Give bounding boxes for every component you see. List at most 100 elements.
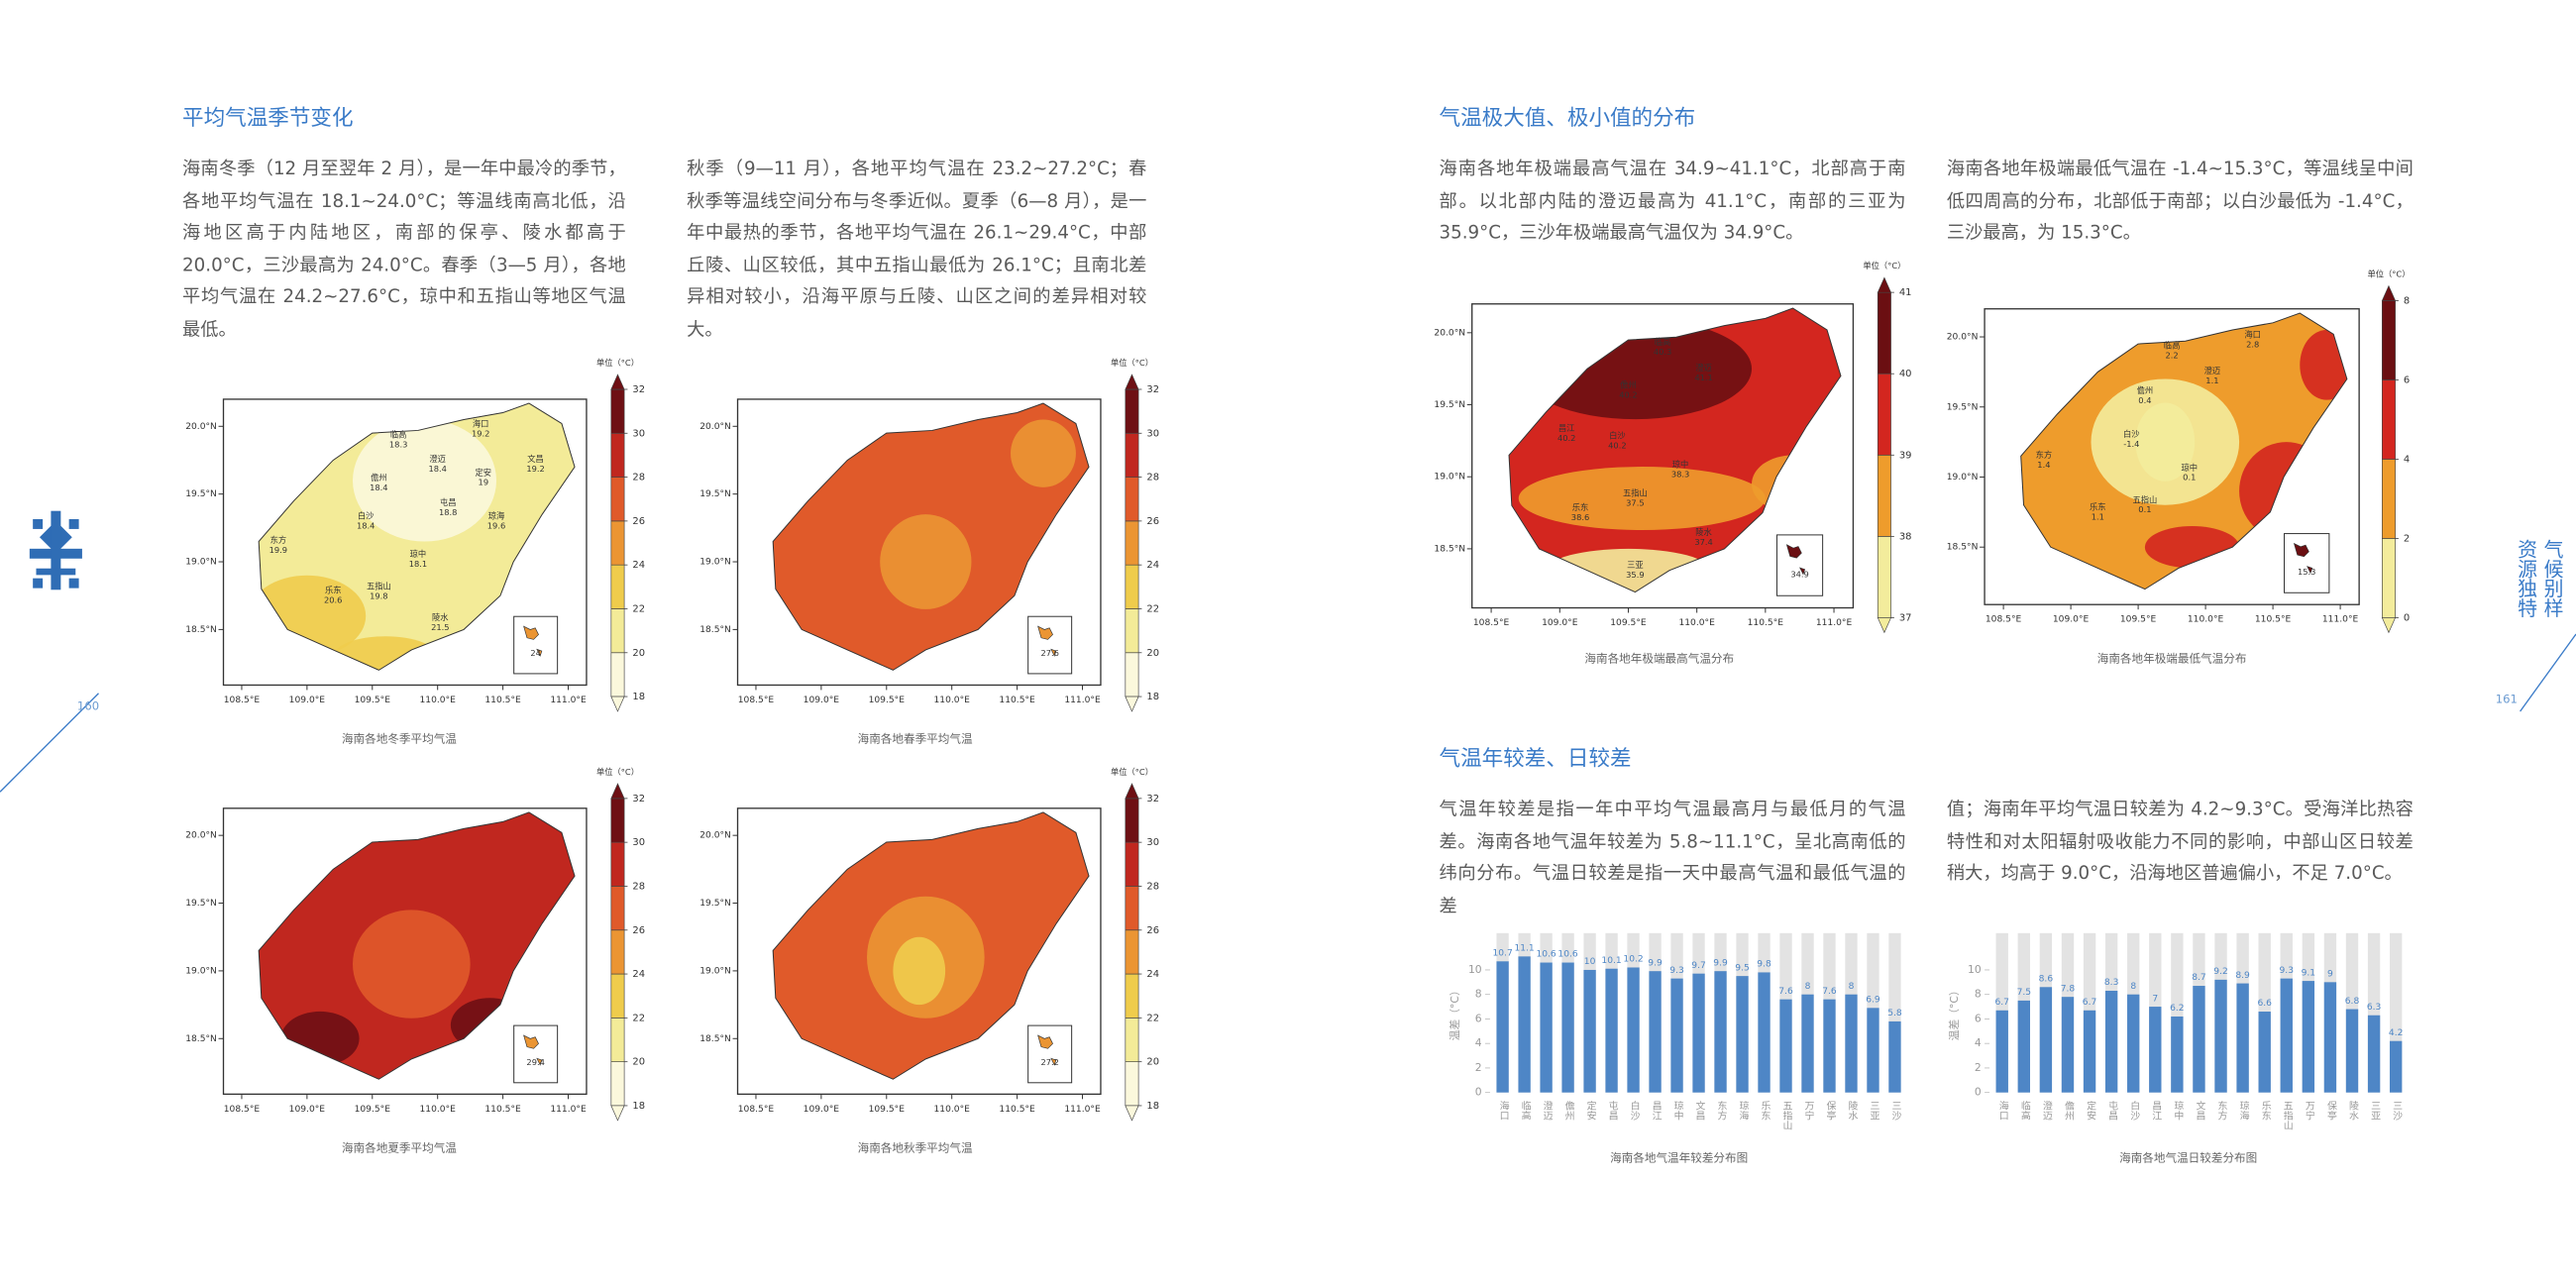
station-name: 临高 (1655, 337, 1671, 347)
colorbar-band (610, 388, 625, 434)
x-tick-label: 三亚 (1868, 1101, 1879, 1121)
colorbar-band (610, 608, 625, 654)
bar (1649, 971, 1662, 1093)
colorbar-label: 26 (1146, 925, 1159, 936)
inset-frame (1027, 1024, 1073, 1084)
colorbar-label: 32 (632, 384, 645, 395)
station-value: 40.2 (1608, 440, 1626, 450)
station-name: 五指山 (2132, 494, 2157, 504)
x-tick-label: 临高 (1519, 1100, 1531, 1122)
colorbar-label: 22 (632, 1013, 645, 1023)
island-outline (1508, 307, 1842, 593)
paragraph: 海南各地年极端最高气温在 34.9~41.1°C，北部高于南部。以北部内陆的澄迈… (1439, 158, 1906, 244)
bar-value-label: 8.6 (2039, 974, 2054, 984)
bar-value-label: 7.5 (2017, 988, 2032, 998)
station-name: 三亚 (1627, 560, 1644, 570)
station-value: 18.4 (370, 483, 387, 492)
inset-value: 15.3 (2298, 567, 2315, 577)
lon-tick-label: 109.5°E (869, 1105, 906, 1115)
bar (2389, 1040, 2403, 1093)
colorbar-band (1125, 886, 1139, 931)
heading: 气温年较差、日较差 (1439, 747, 1632, 773)
station-name: 陵水 (1695, 527, 1712, 537)
y-tick-label: 6 (1475, 1012, 1482, 1024)
bar-value-label: 6.7 (1994, 998, 2009, 1008)
colorbar-label: 26 (632, 516, 645, 527)
lat-tick-label: 19.0°N (185, 558, 217, 568)
lon-tick-label: 110.5°E (999, 1105, 1035, 1115)
x-tick-label: 三沙 (1889, 1101, 1901, 1121)
isotherm-region (353, 419, 497, 542)
station-value: 2.8 (2246, 339, 2259, 349)
colorbar-band (2382, 379, 2396, 460)
bar (1627, 967, 1640, 1093)
map-fill (259, 811, 576, 1080)
page-number: 161 (2495, 693, 2518, 707)
colorbar-band (1125, 841, 1139, 887)
lon-tick-label: 109.5°E (355, 696, 391, 705)
bar-value-label: 8 (1805, 982, 1811, 992)
station-name: 临高 (2164, 341, 2181, 351)
lat-tick-label: 19.0°N (1947, 473, 1979, 483)
colorbar-label: 2 (2404, 533, 2410, 544)
lon-tick-label: 108.5°E (224, 1105, 261, 1115)
bar-value-label: 10.6 (1536, 950, 1556, 960)
station-value: 18.3 (389, 439, 407, 449)
map-caption: 海南各地夏季平均气温 (342, 1141, 457, 1155)
lon-tick-label: 109.0°E (1542, 618, 1578, 628)
station-name: 陵水 (432, 612, 449, 622)
bar-value-label: 7.6 (1822, 987, 1837, 997)
paragraph: 气温年较差是指一年中平均气温最高月与最低月的气温差。海南各地气温年较差为 5.8… (1439, 798, 1906, 916)
bar-value-label: 6.6 (2257, 999, 2272, 1009)
station-value: 18.4 (428, 464, 446, 474)
bar (2302, 981, 2315, 1093)
lat-tick-label: 19.5°N (185, 489, 217, 499)
colorbar-label: 24 (1146, 969, 1159, 980)
x-tick-label: 文昌 (2194, 1100, 2205, 1122)
station-name: 东方 (2036, 450, 2053, 460)
side-title: 资源独特 (2515, 538, 2538, 618)
bar-value-label: 8 (1849, 982, 1855, 992)
bar (1561, 962, 1574, 1093)
y-tick-label: 10 (1968, 963, 1982, 976)
bar-value-label: 10.7 (1492, 949, 1512, 959)
lat-tick-label: 18.5°N (1947, 543, 1979, 553)
x-tick-label: 万宁 (1802, 1101, 1814, 1121)
colorbar-band (610, 1061, 625, 1107)
map-fill (773, 403, 1090, 671)
colorbar-label: 37 (1899, 612, 1912, 623)
colorbar-band (1125, 477, 1139, 522)
colorbar-label: 24 (632, 560, 645, 571)
station-value: 35.9 (1626, 570, 1644, 580)
station-name: 琼中 (1672, 459, 1689, 469)
bar-value-label: 9.3 (1669, 966, 1684, 976)
x-tick-label: 昌江 (1650, 1101, 1662, 1121)
bar (1670, 978, 1683, 1093)
bar (2236, 983, 2249, 1093)
y-tick-label: 0 (1975, 1086, 1982, 1099)
bar-value-label: 6.9 (1866, 996, 1880, 1006)
bar-value-label: 9.9 (1713, 958, 1728, 968)
bar (1845, 994, 1858, 1093)
x-tick-label: 东方 (1715, 1100, 1727, 1122)
lon-tick-label: 109.0°E (804, 696, 840, 705)
colorbar-band (2382, 459, 2396, 539)
station-value: 40.3 (1654, 347, 1671, 357)
colorbar-label: 22 (1146, 603, 1159, 614)
station-name: 海口 (2244, 329, 2261, 339)
inset-islands (523, 1034, 543, 1066)
bar-value-label: 10.2 (1623, 955, 1643, 965)
bar (2127, 994, 2140, 1093)
station-name: 五指山 (1623, 488, 1648, 498)
lon-tick-label: 108.5°E (1986, 615, 2022, 625)
lon-tick-label: 109.5°E (2120, 615, 2157, 625)
x-tick-label: 东方 (2215, 1100, 2227, 1122)
colorbar-band (610, 973, 625, 1019)
lon-tick-label: 111.0°E (550, 696, 587, 705)
station-name: 琼中 (2181, 463, 2198, 473)
station-value: 0.1 (2138, 504, 2151, 514)
station-value: 40.2 (1619, 389, 1637, 399)
bar (1823, 999, 1836, 1093)
colorbar-band (610, 477, 625, 522)
